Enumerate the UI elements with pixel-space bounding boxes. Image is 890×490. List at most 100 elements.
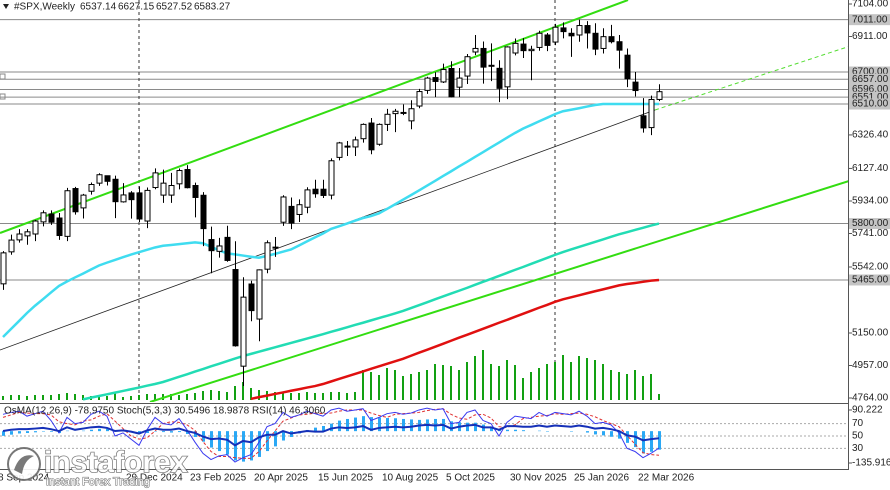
candle-body bbox=[656, 91, 663, 100]
y-tick-label: -135.9167 bbox=[852, 458, 890, 469]
level-label: 6657.00 bbox=[852, 74, 889, 85]
osma-bar bbox=[330, 423, 333, 432]
candle-body bbox=[368, 122, 375, 151]
volume-bar bbox=[498, 366, 500, 400]
osma-bar bbox=[346, 418, 349, 432]
candle-body bbox=[480, 47, 487, 68]
volume-bar bbox=[658, 394, 660, 400]
y-tick-label: 4957.00 bbox=[852, 360, 889, 371]
candle-body bbox=[328, 160, 335, 196]
volume-bar bbox=[642, 376, 644, 400]
level-label-box bbox=[849, 14, 890, 26]
volume-bar bbox=[50, 395, 52, 400]
volume-bar bbox=[218, 391, 220, 400]
menu-arrow[interactable] bbox=[3, 4, 9, 9]
candle-body bbox=[168, 185, 175, 196]
levels bbox=[0, 19, 848, 281]
candle-body bbox=[600, 36, 607, 49]
volume-bar bbox=[306, 392, 308, 400]
osma-bar bbox=[506, 429, 509, 432]
volume-bar bbox=[170, 394, 172, 400]
y-tick-label: 5542.00 bbox=[852, 262, 889, 273]
level-label: 6700.00 bbox=[852, 67, 889, 78]
level-label-box bbox=[849, 98, 890, 110]
osma-bar bbox=[50, 431, 53, 432]
osma-bar bbox=[450, 421, 453, 432]
osma-bar bbox=[250, 431, 253, 461]
rsi-line bbox=[2, 423, 660, 447]
level-label: 5465.00 bbox=[852, 275, 889, 286]
candle-body bbox=[424, 77, 431, 91]
candle-body bbox=[400, 111, 407, 114]
x-tick-label: 15 Jun 2025 bbox=[318, 473, 373, 484]
y-tick-label: 6911.00 bbox=[852, 31, 888, 42]
volume-bar bbox=[298, 393, 300, 400]
candle-body bbox=[576, 25, 583, 36]
volume-bar bbox=[546, 364, 548, 400]
watermark-brand: instaforex bbox=[44, 446, 188, 479]
candle-body bbox=[528, 48, 535, 52]
osma-bar bbox=[2, 431, 5, 436]
candle-body bbox=[312, 188, 319, 195]
level-label: 6596.00 bbox=[852, 84, 889, 95]
osma-bar bbox=[18, 431, 21, 434]
osma-bar bbox=[26, 431, 29, 434]
volume-bar bbox=[442, 365, 444, 400]
object-marker bbox=[0, 73, 6, 80]
candle-body bbox=[584, 25, 591, 34]
candle-body bbox=[632, 81, 639, 92]
osma-bar bbox=[610, 431, 613, 437]
volume-bar bbox=[82, 395, 84, 400]
candle-body bbox=[256, 269, 263, 320]
header-high: 6627.15 bbox=[118, 2, 155, 13]
volume-bar bbox=[10, 395, 12, 400]
level-label: 7011.00 bbox=[852, 14, 888, 25]
volume-bar bbox=[594, 360, 596, 400]
candle-body bbox=[176, 170, 183, 185]
volume-bar bbox=[42, 395, 44, 400]
osma-bar bbox=[354, 417, 357, 432]
candle-body bbox=[280, 196, 287, 223]
candle-body bbox=[376, 123, 383, 145]
osma-bar bbox=[34, 431, 37, 433]
volume-bar bbox=[650, 374, 652, 400]
candle-body bbox=[456, 77, 463, 88]
volume-bar bbox=[242, 382, 244, 400]
volume-bar bbox=[250, 388, 252, 400]
x-tick-label: 23 Feb 2025 bbox=[190, 473, 247, 484]
trend-line bbox=[149, 180, 848, 402]
volume-bar bbox=[410, 374, 412, 400]
volume-bar bbox=[154, 394, 156, 400]
candle-body bbox=[72, 188, 79, 213]
osma-bar bbox=[626, 431, 629, 443]
osma-bar bbox=[634, 431, 637, 448]
volume-bar bbox=[58, 394, 60, 400]
y-tick-label: 90.222 bbox=[852, 405, 883, 416]
osma-bar bbox=[90, 429, 93, 432]
volume-bar bbox=[426, 370, 428, 400]
object-marker bbox=[0, 93, 6, 100]
candle-body bbox=[80, 194, 87, 209]
x-tick-label: 5 Oct 2025 bbox=[446, 473, 495, 484]
volume-bar bbox=[274, 392, 276, 400]
volume-bar bbox=[290, 393, 292, 400]
candle-body bbox=[624, 54, 631, 80]
y-tick-label: 30 bbox=[852, 443, 864, 454]
watermark-tagline: Instant Forex Trading bbox=[46, 476, 150, 488]
osma-bar bbox=[466, 422, 469, 432]
candle-body bbox=[24, 231, 31, 237]
osma-bar bbox=[402, 418, 405, 432]
header-close: 6583.27 bbox=[194, 2, 231, 13]
osma-bar bbox=[274, 431, 277, 447]
osma-bar bbox=[314, 427, 317, 432]
volume-bar bbox=[482, 350, 484, 400]
volume-bar bbox=[554, 362, 556, 400]
osma-bar bbox=[650, 431, 653, 452]
candle-body bbox=[336, 142, 343, 158]
osma-bar bbox=[218, 431, 221, 452]
osma-bar bbox=[98, 428, 101, 432]
volume-bar bbox=[114, 393, 116, 400]
volume-bar bbox=[330, 392, 332, 400]
volume-bar bbox=[18, 395, 20, 400]
